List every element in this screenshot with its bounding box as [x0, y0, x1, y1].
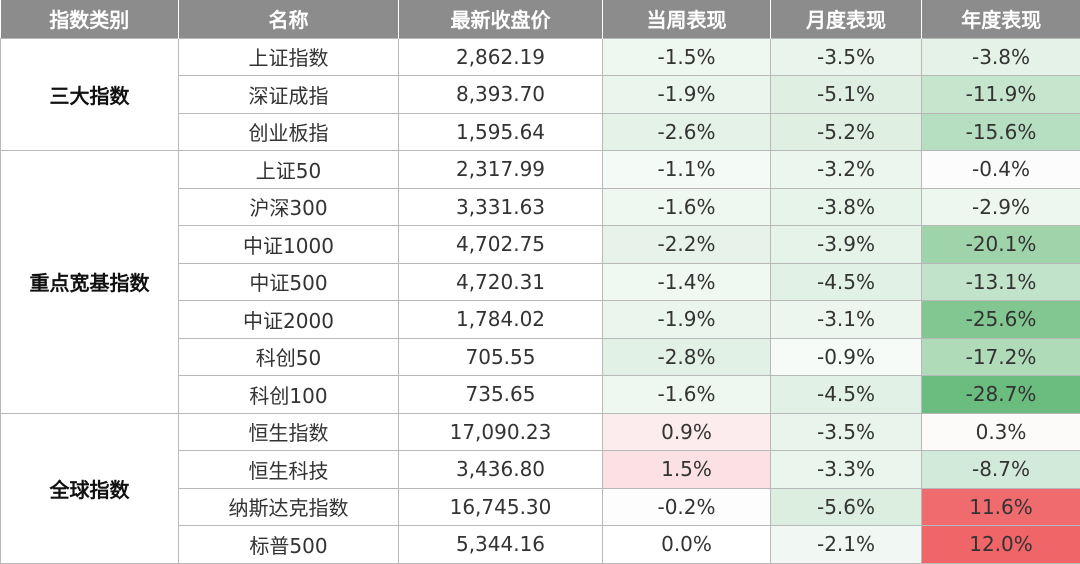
index-name-cell: 中证500	[179, 263, 399, 301]
month-change-cell: -5.2%	[771, 113, 922, 151]
week-change-cell: -1.6%	[603, 376, 771, 414]
close-price-cell: 705.55	[399, 338, 603, 376]
header-month: 月度表现	[771, 0, 922, 38]
close-price-cell: 4,720.31	[399, 263, 603, 301]
index-name-cell: 纳斯达克指数	[179, 488, 399, 526]
index-name-cell: 沪深300	[179, 188, 399, 226]
index-name-cell: 深证成指	[179, 76, 399, 114]
week-change-cell: -1.9%	[603, 301, 771, 339]
close-price-cell: 3,436.80	[399, 451, 603, 489]
close-price-cell: 2,862.19	[399, 38, 603, 76]
year-change-cell: 11.6%	[922, 488, 1080, 526]
month-change-cell: -4.5%	[771, 376, 922, 414]
month-change-cell: -4.5%	[771, 263, 922, 301]
week-change-cell: -0.2%	[603, 488, 771, 526]
year-change-cell: -17.2%	[922, 338, 1080, 376]
year-change-cell: -2.9%	[922, 188, 1080, 226]
week-change-cell: -1.9%	[603, 76, 771, 114]
header-year: 年度表现	[922, 0, 1080, 38]
month-change-cell: -3.8%	[771, 188, 922, 226]
year-change-cell: -0.4%	[922, 151, 1080, 189]
year-change-cell: -3.8%	[922, 38, 1080, 76]
year-change-cell: -28.7%	[922, 376, 1080, 414]
month-change-cell: -0.9%	[771, 338, 922, 376]
index-name-cell: 标普500	[179, 526, 399, 564]
week-change-cell: -2.8%	[603, 338, 771, 376]
week-change-cell: 1.5%	[603, 451, 771, 489]
month-change-cell: -3.9%	[771, 226, 922, 264]
week-change-cell: -1.5%	[603, 38, 771, 76]
week-change-cell: 0.9%	[603, 413, 771, 451]
week-change-cell: -1.6%	[603, 188, 771, 226]
index-name-cell: 上证50	[179, 151, 399, 189]
header-week: 当周表现	[603, 0, 771, 38]
close-price-cell: 17,090.23	[399, 413, 603, 451]
close-price-cell: 1,595.64	[399, 113, 603, 151]
month-change-cell: -3.3%	[771, 451, 922, 489]
month-change-cell: -3.2%	[771, 151, 922, 189]
month-change-cell: -3.5%	[771, 413, 922, 451]
month-change-cell: -3.1%	[771, 301, 922, 339]
category-cell: 重点宽基指数	[1, 151, 179, 414]
year-change-cell: -11.9%	[922, 76, 1080, 114]
close-price-cell: 2,317.99	[399, 151, 603, 189]
close-price-cell: 735.65	[399, 376, 603, 414]
year-change-cell: -13.1%	[922, 263, 1080, 301]
month-change-cell: -2.1%	[771, 526, 922, 564]
week-change-cell: -2.6%	[603, 113, 771, 151]
header-close: 最新收盘价	[399, 0, 603, 38]
close-price-cell: 8,393.70	[399, 76, 603, 114]
header-name: 名称	[179, 0, 399, 38]
index-name-cell: 上证指数	[179, 38, 399, 76]
year-change-cell: -15.6%	[922, 113, 1080, 151]
close-price-cell: 16,745.30	[399, 488, 603, 526]
header-row: 指数类别 名称 最新收盘价 当周表现 月度表现 年度表现	[1, 0, 1080, 38]
index-name-cell: 创业板指	[179, 113, 399, 151]
month-change-cell: -5.6%	[771, 488, 922, 526]
year-change-cell: 0.3%	[922, 413, 1080, 451]
year-change-cell: -8.7%	[922, 451, 1080, 489]
month-change-cell: -3.5%	[771, 38, 922, 76]
index-name-cell: 科创50	[179, 338, 399, 376]
close-price-cell: 1,784.02	[399, 301, 603, 339]
index-name-cell: 科创100	[179, 376, 399, 414]
header-category: 指数类别	[1, 0, 179, 38]
close-price-cell: 4,702.75	[399, 226, 603, 264]
index-name-cell: 恒生科技	[179, 451, 399, 489]
index-name-cell: 中证2000	[179, 301, 399, 339]
year-change-cell: 12.0%	[922, 526, 1080, 564]
week-change-cell: -1.4%	[603, 263, 771, 301]
year-change-cell: -25.6%	[922, 301, 1080, 339]
week-change-cell: -1.1%	[603, 151, 771, 189]
close-price-cell: 5,344.16	[399, 526, 603, 564]
close-price-cell: 3,331.63	[399, 188, 603, 226]
index-name-cell: 中证1000	[179, 226, 399, 264]
week-change-cell: 0.0%	[603, 526, 771, 564]
month-change-cell: -5.1%	[771, 76, 922, 114]
year-change-cell: -20.1%	[922, 226, 1080, 264]
category-cell: 全球指数	[1, 413, 179, 563]
category-cell: 三大指数	[1, 38, 179, 151]
week-change-cell: -2.2%	[603, 226, 771, 264]
index-name-cell: 恒生指数	[179, 413, 399, 451]
